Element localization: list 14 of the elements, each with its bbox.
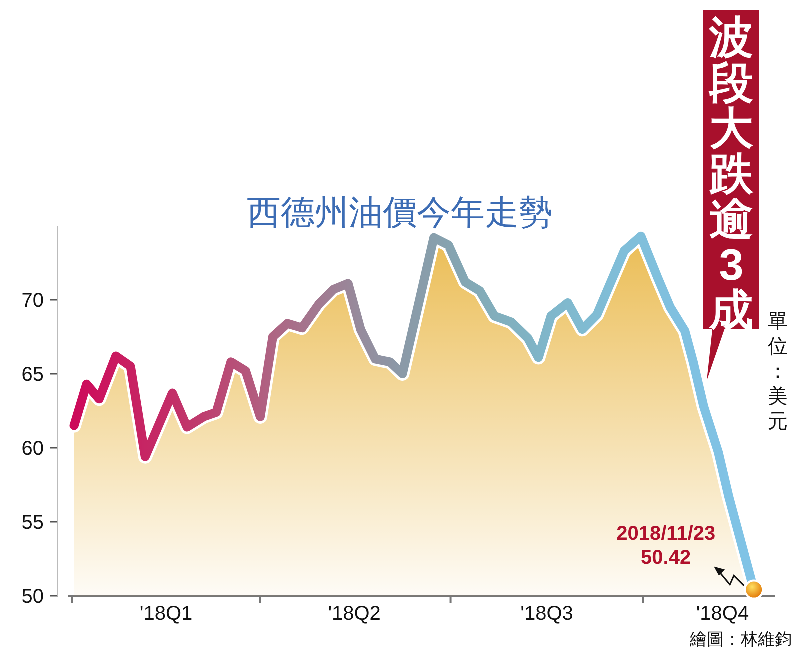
text: 繪圖：林維鈞 <box>689 630 792 649</box>
y-tick-label: 50 <box>22 586 44 608</box>
y-tick-label: 70 <box>22 290 44 312</box>
y-tick-label: 65 <box>22 364 44 386</box>
annotation: 單位：美元 <box>768 311 788 433</box>
x-tick-label: '18Q2 <box>328 603 381 625</box>
y-tick-label: 60 <box>22 438 44 460</box>
x-tick-label: '18Q3 <box>520 603 574 625</box>
x-tick-label: '18Q4 <box>696 603 750 625</box>
x-tick-label: '18Q1 <box>140 603 193 625</box>
chart-title: 西德州油價今年走勢 <box>247 194 553 232</box>
annotation: 波段大跌逾3成 <box>708 14 754 336</box>
annotation: 2018/11/23 50.42 <box>616 522 716 569</box>
y-tick-label: 55 <box>22 512 44 534</box>
